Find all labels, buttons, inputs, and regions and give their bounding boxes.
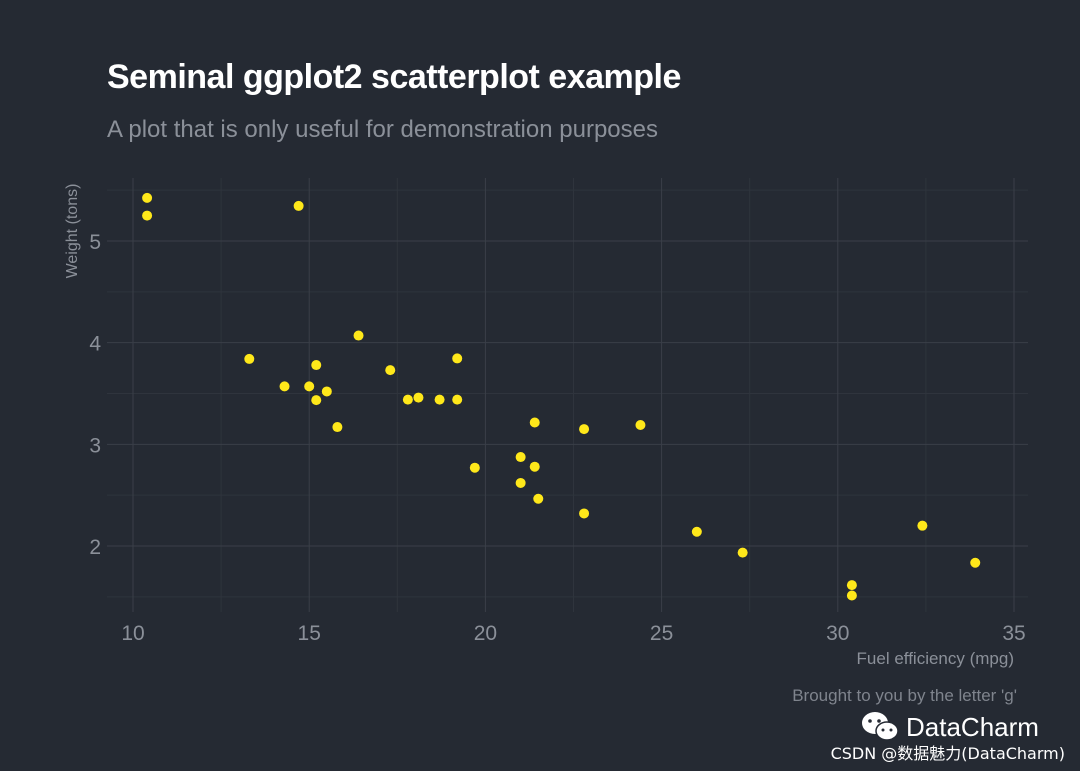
data-point	[293, 200, 304, 211]
data-point	[846, 580, 857, 591]
data-point	[279, 381, 290, 392]
data-point	[515, 477, 526, 488]
data-point	[469, 462, 480, 473]
y-axis-ticks: 2 3 4 5	[89, 231, 101, 559]
chart-subtitle: A plot that is only useful for demonstra…	[107, 116, 658, 143]
data-point	[402, 394, 413, 405]
minor-grid	[107, 178, 1028, 612]
y-tick-label: 4	[89, 333, 101, 356]
data-point	[529, 461, 540, 472]
x-tick-label: 20	[474, 622, 497, 645]
data-point	[691, 526, 702, 537]
data-point	[452, 394, 463, 405]
y-axis-label: Weight (tons)	[64, 184, 81, 279]
data-point	[452, 353, 463, 364]
x-tick-label: 15	[298, 622, 321, 645]
major-grid	[107, 178, 1028, 612]
y-tick-label: 5	[89, 231, 101, 254]
watermark: DataCharm	[860, 710, 1039, 744]
data-point	[385, 365, 396, 376]
data-points	[142, 192, 981, 601]
data-point	[244, 353, 255, 364]
data-point	[304, 381, 315, 392]
data-point	[142, 210, 153, 221]
x-axis-label: Fuel efficiency (mpg)	[857, 649, 1014, 668]
chart-caption: Brought to you by the letter 'g'	[792, 686, 1017, 705]
data-point	[846, 590, 857, 601]
data-point	[321, 386, 332, 397]
x-axis-ticks: 10 15 20 25 30 35	[121, 622, 1025, 645]
chart-title: Seminal ggplot2 scatterplot example	[107, 58, 681, 96]
watermark-logo-text: DataCharm	[906, 711, 1039, 742]
x-tick-label: 35	[1002, 622, 1025, 645]
data-point	[917, 520, 928, 531]
data-point	[142, 192, 153, 203]
y-tick-label: 2	[89, 536, 101, 559]
data-point	[533, 493, 544, 504]
data-point	[515, 452, 526, 463]
data-point	[737, 547, 748, 558]
wechat-icon	[862, 712, 899, 741]
x-tick-label: 30	[826, 622, 849, 645]
data-point	[579, 508, 590, 519]
data-point	[579, 424, 590, 435]
data-point	[635, 420, 646, 431]
data-point	[434, 394, 445, 405]
data-point	[413, 392, 424, 403]
data-point	[311, 360, 322, 371]
data-point	[332, 422, 343, 433]
x-tick-label: 25	[650, 622, 673, 645]
data-point	[529, 417, 540, 428]
watermark-subtext: CSDN @数据魅力(DataCharm)	[830, 744, 1065, 763]
x-tick-label: 10	[121, 622, 144, 645]
data-point	[970, 557, 981, 568]
y-tick-label: 3	[89, 434, 101, 457]
data-point	[353, 330, 364, 341]
data-point	[311, 395, 322, 406]
